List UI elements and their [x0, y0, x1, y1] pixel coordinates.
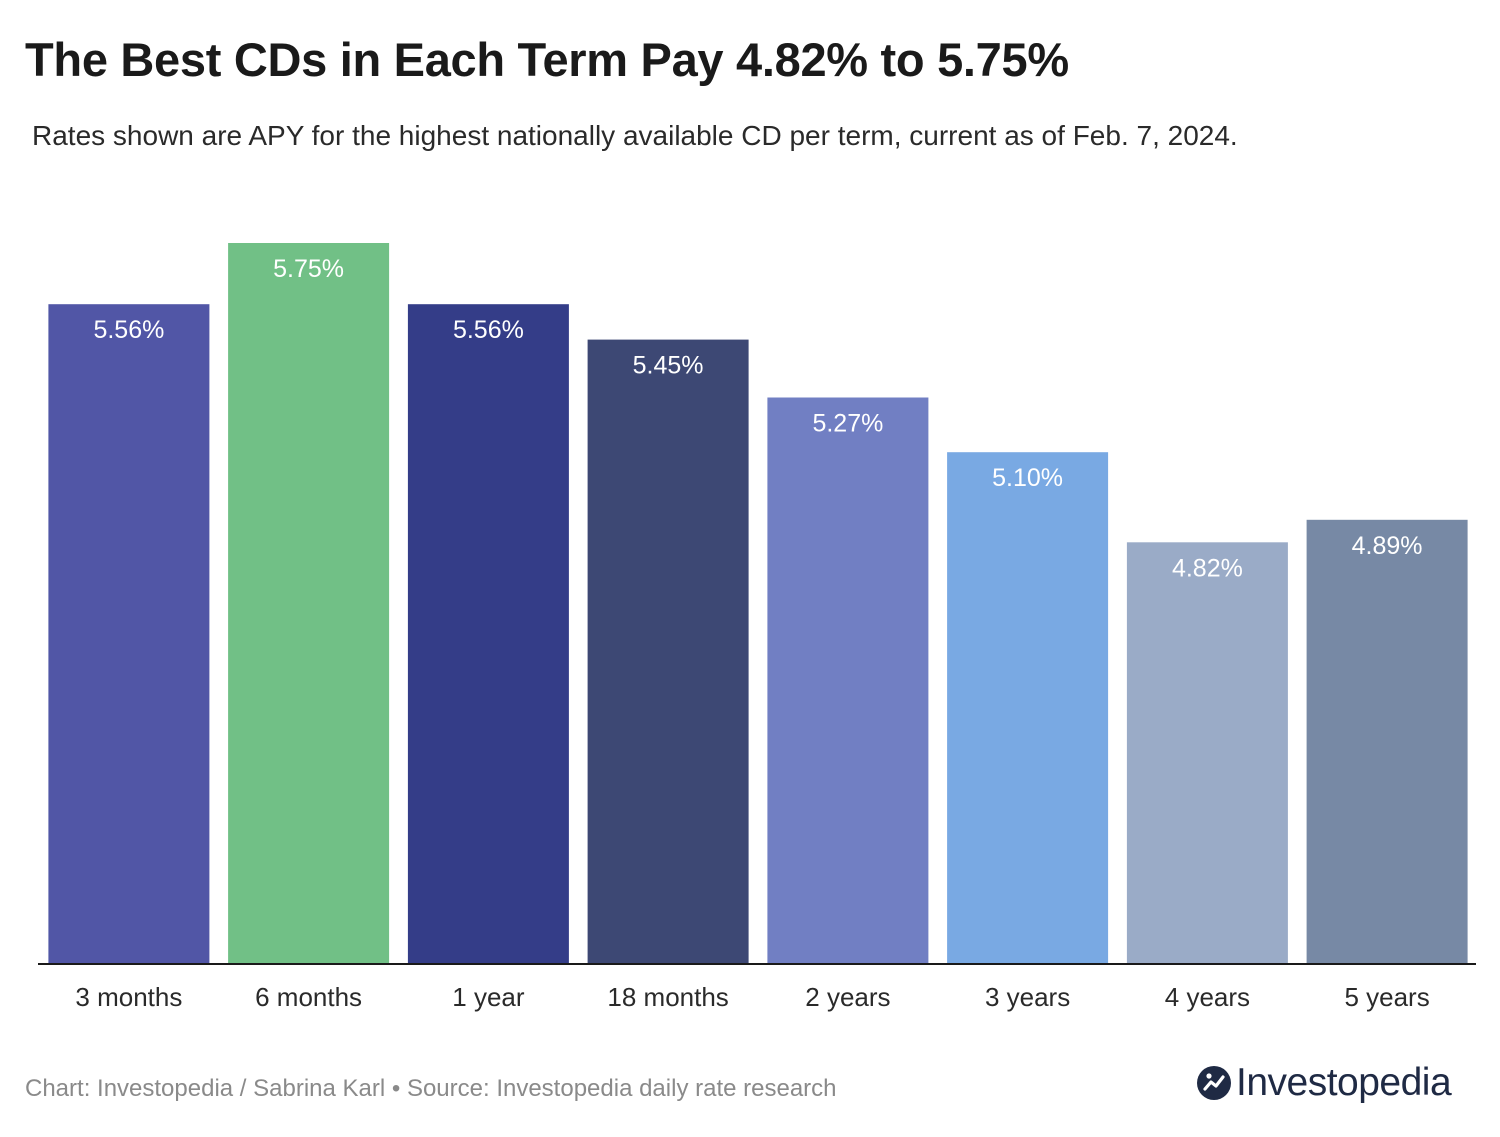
bar-4-years	[1126, 542, 1288, 964]
data-label: 4.82%	[1172, 554, 1243, 582]
bar-3-years	[947, 452, 1109, 964]
x-tick-label: 18 months	[607, 982, 728, 1012]
bar-1-year	[407, 304, 569, 964]
data-label: 5.75%	[273, 255, 344, 283]
x-tick-label: 6 months	[255, 982, 362, 1012]
data-label: 5.45%	[633, 352, 704, 380]
data-label: 5.56%	[93, 316, 164, 344]
chart-subtitle: Rates shown are APY for the highest nati…	[32, 120, 1238, 151]
bar-2-years	[767, 397, 929, 964]
bar-3-months	[48, 304, 210, 964]
data-label: 5.10%	[992, 464, 1063, 492]
bar-5-years	[1306, 519, 1468, 964]
data-label: 5.27%	[812, 410, 883, 438]
x-tick-label: 3 years	[985, 982, 1070, 1012]
bar-6-months	[228, 243, 390, 964]
data-label: 5.56%	[453, 316, 524, 344]
x-tick-label: 3 months	[75, 982, 182, 1012]
investopedia-logo-icon	[1197, 1066, 1231, 1100]
logo-wordmark: Investopedia	[1236, 1061, 1452, 1104]
investopedia-logo[interactable]: Investopedia	[1196, 1060, 1452, 1106]
bar-18-months	[587, 339, 749, 965]
chart-credit: Chart: Investopedia / Sabrina Karl • Sou…	[25, 1075, 837, 1102]
x-tick-label: 4 years	[1165, 982, 1250, 1012]
x-tick-label: 2 years	[805, 982, 890, 1012]
x-tick-label: 1 year	[452, 982, 525, 1012]
chart-title: The Best CDs in Each Term Pay 4.82% to 5…	[25, 33, 1069, 86]
data-label: 4.89%	[1352, 532, 1423, 560]
x-tick-label: 5 years	[1344, 982, 1429, 1012]
